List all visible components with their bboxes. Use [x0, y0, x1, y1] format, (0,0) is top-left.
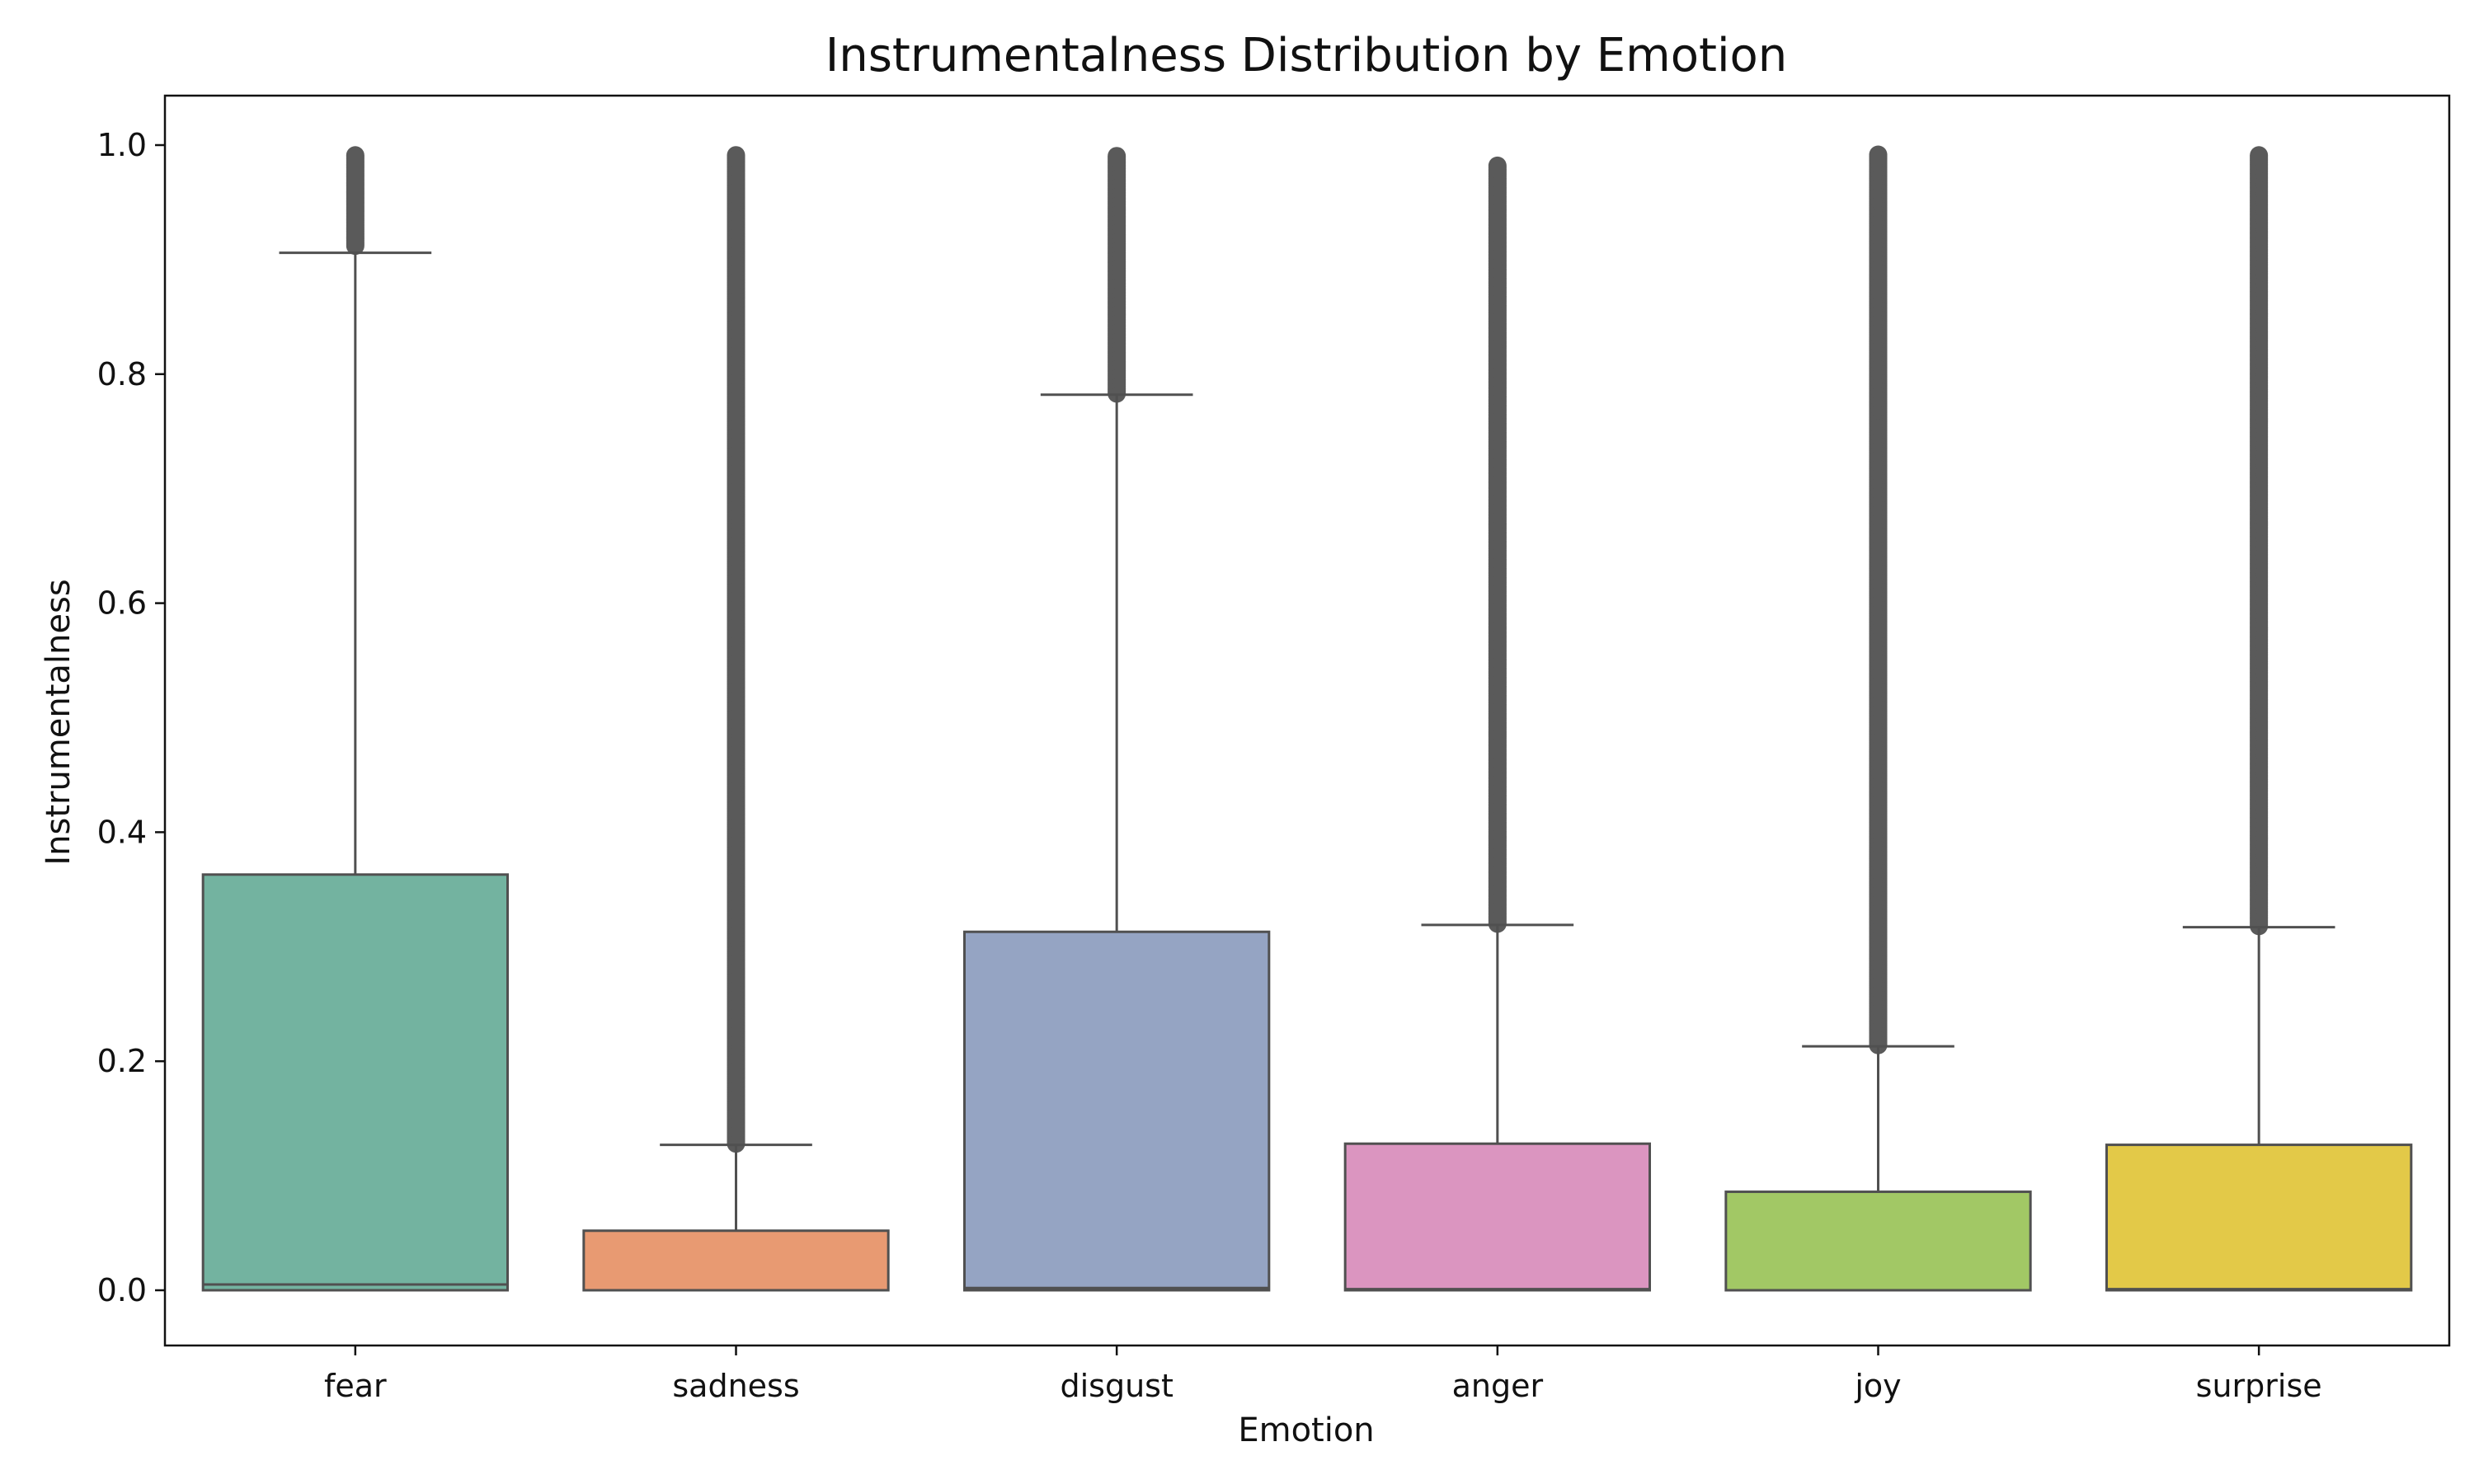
outlier-point [727, 146, 745, 165]
box-series [201, 145, 2413, 1292]
box-disgust [963, 147, 1271, 1292]
box-fear [201, 146, 510, 1292]
y-axis-label: Instrumentalness [40, 579, 78, 865]
y-tick-label: 0.0 [97, 1272, 147, 1308]
outlier-point [2250, 146, 2269, 165]
outlier-points [1108, 147, 1126, 403]
y-tick-label: 0.4 [97, 814, 147, 850]
outlier-point [346, 146, 365, 165]
y-tick-label: 1.0 [97, 127, 147, 163]
box-body [1343, 1142, 1651, 1292]
plot-frame [163, 94, 2451, 1347]
x-axis-label: Emotion [1238, 1411, 1374, 1449]
x-axis: fear sadness disgust anger joy surprise [324, 1345, 2322, 1404]
x-tick-label: joy [1854, 1368, 1901, 1404]
box-anger [1343, 156, 1651, 1292]
box-surprise [2105, 146, 2413, 1292]
box-body [963, 930, 1271, 1292]
x-tick-label: sadness [672, 1368, 799, 1404]
outlier-points [2250, 146, 2269, 936]
box-body [1724, 1190, 2032, 1292]
outlier-points [727, 146, 745, 1153]
outlier-points [346, 146, 365, 256]
x-tick-label: fear [324, 1368, 387, 1404]
x-tick-label: anger [1452, 1368, 1544, 1404]
outlier-points [1488, 156, 1507, 933]
outlier-points [1869, 145, 1888, 1054]
box-body [582, 1229, 890, 1292]
x-tick-label: surprise [2196, 1368, 2322, 1404]
x-tick-label: disgust [1060, 1368, 1173, 1404]
outlier-point [1488, 156, 1507, 175]
outlier-point [1108, 147, 1126, 166]
box-body [2105, 1144, 2413, 1292]
y-axis: 0.0 0.2 0.4 0.6 0.8 1.0 [97, 127, 165, 1308]
y-tick-label: 0.6 [97, 585, 147, 622]
chart-title: Instrumentalness Distribution by Emotion [825, 29, 1788, 82]
box-body [201, 873, 510, 1292]
box-sadness [582, 146, 890, 1292]
outlier-point [1869, 145, 1888, 164]
y-tick-label: 0.8 [97, 356, 147, 392]
box-joy [1724, 145, 2032, 1292]
y-tick-label: 0.2 [97, 1043, 147, 1079]
